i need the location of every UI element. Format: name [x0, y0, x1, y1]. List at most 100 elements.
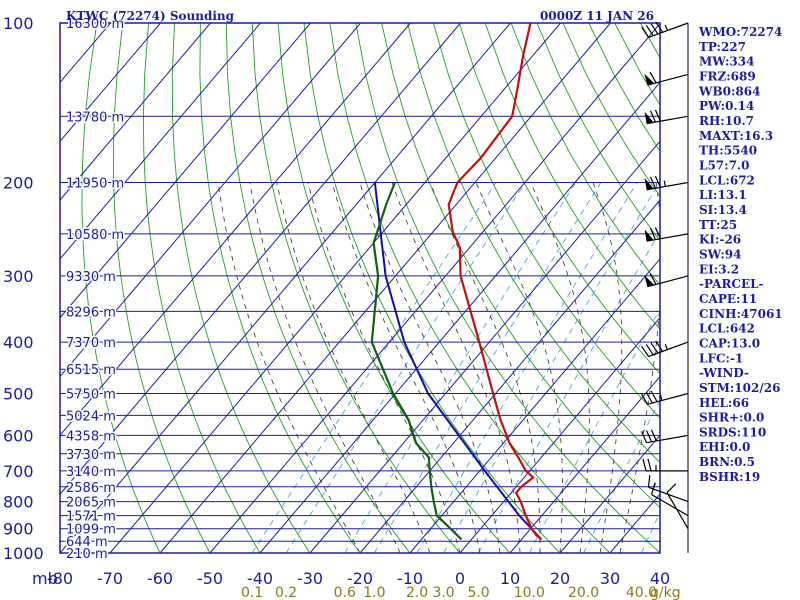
sounding-index: LCL:672	[699, 173, 755, 187]
sounding-index: SHR+:0.0	[699, 411, 764, 425]
wind-barb	[647, 474, 689, 503]
wind-barb-feather	[654, 175, 661, 188]
temperature-tick-label: 40	[650, 569, 670, 588]
dry-adiabat	[770, 23, 800, 553]
moist-adiabat	[307, 182, 461, 553]
isotherm	[60, 23, 461, 495]
dry-adiabat	[796, 23, 800, 553]
height-label: 4358 m	[66, 429, 116, 444]
sounding-index: TH:5540	[699, 144, 757, 158]
temperature-tick-label: 0	[455, 569, 465, 588]
mixing-ratio-label: 3.0	[432, 585, 454, 600]
mixing-ratio-label: 5.0	[467, 585, 489, 600]
wind-barb-feather	[651, 482, 656, 495]
height-label: 210 m	[66, 547, 108, 562]
pressure-label: 300	[3, 267, 34, 286]
temperature-tick-label: -40	[247, 569, 273, 588]
height-label: 9330 m	[66, 270, 116, 285]
pressure-label: 200	[3, 174, 34, 193]
mixing-ratio-label: 0.1	[241, 585, 263, 600]
height-label: 1571 m	[66, 510, 116, 525]
mixing-ratio-line	[251, 182, 497, 553]
wind-barb-feather	[654, 109, 661, 122]
pressure-label: 400	[3, 333, 34, 352]
wind-barb-feather	[649, 110, 657, 123]
wind-barb-feather	[655, 21, 664, 33]
height-label: 2586 m	[66, 481, 116, 496]
sounding-index: PW:0.14	[699, 99, 754, 113]
wind-barb	[666, 483, 689, 530]
sounding-index: L57:7.0	[699, 158, 749, 172]
wind-barb-staff	[648, 22, 689, 38]
isotherm	[559, 434, 660, 553]
wind-barb-feather	[650, 429, 658, 442]
isotherm	[60, 23, 261, 260]
mixing-ratio-label: 2.0	[406, 585, 428, 600]
isotherm	[409, 258, 660, 553]
isotherm	[259, 81, 660, 553]
height-label: 7370 m	[66, 336, 116, 351]
height-label: 5024 m	[66, 409, 116, 424]
wind-barb-pennant	[644, 178, 654, 190]
moist-adiabat	[619, 182, 660, 553]
mixing-ratio-label: 10.0	[514, 585, 545, 600]
temperature-tick-label: -60	[147, 569, 173, 588]
wind-barb-staff	[646, 115, 689, 125]
isotherm	[309, 140, 660, 553]
height-label: 2065 m	[66, 496, 116, 511]
wind-barb-feather	[666, 483, 677, 493]
parcel-trace	[373, 182, 543, 541]
wind-barb-feather	[649, 228, 657, 240]
wind-barb-pennant	[644, 275, 655, 287]
height-label: 644 m	[66, 535, 108, 550]
wind-barb-pennant	[644, 111, 654, 124]
sounding-index: LI:13.1	[699, 188, 747, 202]
mixing-ratio-line	[640, 511, 660, 553]
wind-barb-feather	[645, 344, 654, 356]
wind-barb-half-feather	[659, 394, 663, 401]
sounding-index: KI:-26	[699, 233, 741, 247]
wind-barb-feather	[645, 391, 653, 404]
dry-adiabat	[225, 23, 411, 553]
wind-barb-feather	[654, 227, 661, 240]
isotherm	[509, 375, 660, 553]
dry-adiabat	[329, 23, 611, 553]
wind-barb-staff	[646, 233, 689, 242]
wind-barb	[640, 390, 689, 405]
wind-barb-pennant	[644, 73, 655, 86]
mixing-ratio-label: 0.6	[334, 585, 356, 600]
height-label: 10580 m	[66, 228, 124, 243]
mixing-ratio-label: 40.0	[626, 585, 657, 600]
wind-barb-staff	[646, 181, 689, 191]
sounding-index: MW:334	[699, 55, 754, 69]
wind-barb-feather	[649, 176, 657, 189]
sounding-index: BSHR:19	[699, 470, 760, 484]
mixing-ratio-line	[583, 399, 660, 553]
temperature-tick-label: 30	[600, 569, 620, 588]
pressure-label: 600	[3, 426, 34, 445]
isotherm	[60, 23, 511, 553]
temperature-profile	[447, 23, 543, 541]
temperature-tick-label: -30	[297, 569, 323, 588]
sounding-index: STM:102/26	[699, 381, 780, 395]
wind-barb-feather	[641, 431, 648, 443]
dry-adiabat	[562, 23, 660, 197]
isotherm	[459, 316, 660, 553]
plot-frame	[59, 22, 661, 554]
isotherm	[209, 23, 660, 553]
wind-barb-staff	[666, 492, 689, 530]
wind-barb-staff	[651, 494, 689, 517]
sounding-index: WB0:864	[698, 84, 760, 98]
sounding-index: CINH:47061	[699, 307, 783, 321]
wind-barb-half-feather	[664, 343, 668, 350]
temperature-tick-label: 10	[500, 569, 520, 588]
wind-barb-feather	[650, 390, 658, 402]
isotherm	[109, 23, 561, 553]
mixing-ratio-label: 20.0	[568, 585, 599, 600]
wind-barb	[644, 227, 689, 242]
wind-barb-feather	[649, 71, 657, 84]
sounding-index: BRN:0.5	[699, 455, 755, 469]
wind-barb-feather	[645, 25, 654, 37]
sounding-index: FRZ:689	[699, 69, 756, 83]
